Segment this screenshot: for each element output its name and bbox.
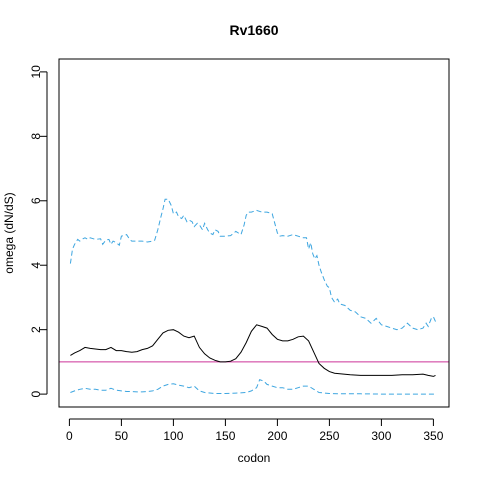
plot-layer	[59, 198, 449, 395]
x-axis-label: codon	[238, 451, 271, 465]
x-tick-label: 250	[319, 429, 339, 443]
x-tick-label: 300	[371, 429, 391, 443]
x-tick-label: 0	[66, 429, 73, 443]
y-tick-label: 10	[29, 65, 43, 79]
y-axis-label: omega (dN/dS)	[2, 192, 16, 273]
y-tick-label: 6	[29, 197, 43, 204]
y-tick-label: 8	[29, 133, 43, 140]
y-axis: 0 2 4 6 8 10	[29, 65, 48, 397]
chart-title: Rv1660	[229, 22, 278, 38]
plot-frame	[58, 58, 450, 408]
x-tick-label: 100	[163, 429, 183, 443]
x-tick-label: 150	[215, 429, 235, 443]
series-line-lower	[70, 378, 436, 395]
x-tick-label: 50	[115, 429, 129, 443]
y-tick-label: 4	[29, 262, 43, 269]
y-tick-label: 2	[29, 326, 43, 333]
x-axis: 0 50 100 150 200 250 300 350	[66, 418, 444, 443]
series-line-upper	[69, 198, 436, 331]
y-tick-label: 0	[29, 390, 43, 397]
x-tick-label: 200	[267, 429, 287, 443]
x-tick-label: 350	[423, 429, 443, 443]
series-line-estimate	[70, 324, 436, 377]
